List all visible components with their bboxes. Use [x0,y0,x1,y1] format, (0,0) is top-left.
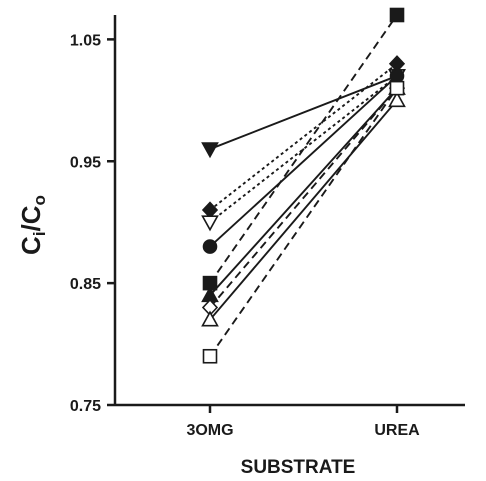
x-ticks: 3OMG UREA [186,405,420,439]
data-point [201,142,219,159]
data-point [388,91,406,108]
y-axis-title-sub-i: i [30,231,49,236]
data-point [201,215,219,232]
x-axis-title: SUBSTRATE [241,457,356,478]
series-line [209,63,398,211]
y-ticks: 0.75 0.85 0.95 1.05 [70,32,115,415]
series-line [209,75,398,248]
x-tick-label: UREA [374,422,420,439]
y-axis: 0.75 0.85 0.95 1.05 [70,15,117,415]
y-tick-label: 0.95 [70,154,101,171]
y-tick-label: 1.05 [70,32,101,49]
data-point [201,310,219,327]
data-point [389,80,405,96]
data-point [202,348,218,364]
series-line [209,14,398,284]
x-axis: 3OMG UREA [115,403,465,439]
x-tick-label: 3OMG [186,422,233,439]
series-line [209,99,398,321]
series-layer [201,7,406,364]
y-tick-label: 0.75 [70,398,101,415]
y-axis-title: Ci/Co [16,195,49,255]
y-axis-title-sub-o: o [30,195,49,205]
series-line [209,87,398,309]
y-axis-title-main: C [16,236,46,255]
y-tick-label: 0.85 [70,276,101,293]
data-point [389,7,405,23]
data-point [201,201,219,219]
data-point [202,239,218,254]
series-line [209,75,398,150]
series-line [209,87,398,357]
y-axis-title-slash: /C [16,205,46,231]
series-line [209,87,398,296]
